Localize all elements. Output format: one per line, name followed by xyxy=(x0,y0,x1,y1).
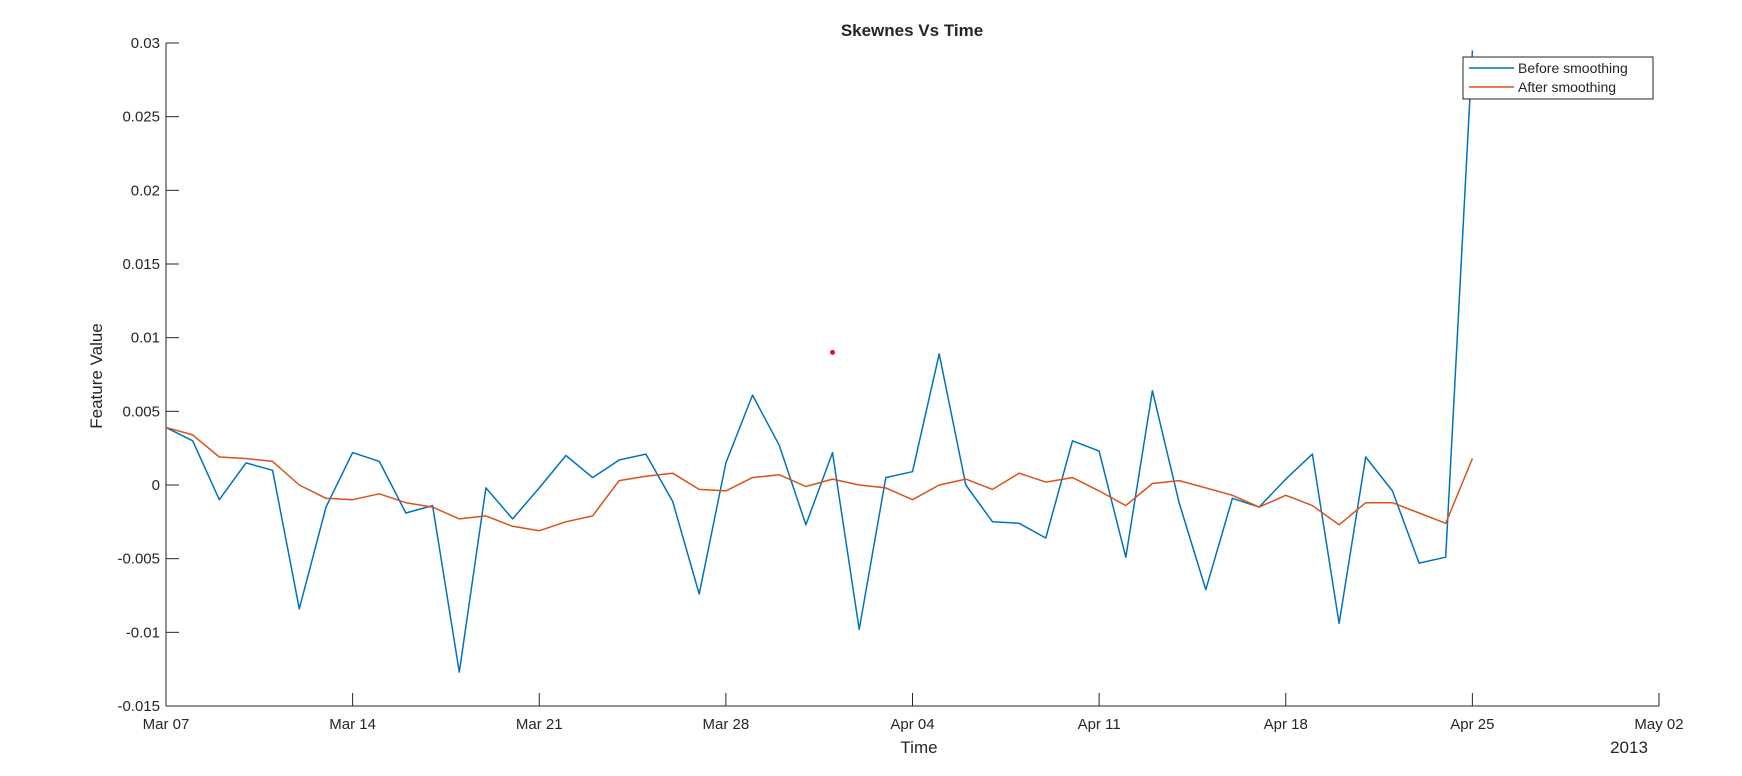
legend-box xyxy=(1462,56,1654,100)
y-tick-label: -0.015 xyxy=(117,698,160,715)
y-tick-label: 0 xyxy=(152,477,160,494)
y-tick-label: 0.01 xyxy=(131,330,160,347)
series-line-before-smoothing xyxy=(166,50,1474,673)
x-tick-label: Mar 28 xyxy=(703,716,750,733)
legend: Before smoothing After smoothing xyxy=(1462,56,1654,100)
x-tick-label: Apr 04 xyxy=(890,716,934,733)
y-axis-label: Feature Value xyxy=(87,323,106,429)
x-tick-label: May 02 xyxy=(1634,716,1683,733)
red-dot-marker xyxy=(830,349,836,355)
y-tick-label: 0.015 xyxy=(122,256,160,273)
y-tick-label: -0.005 xyxy=(117,551,160,568)
x-tick-label: Apr 18 xyxy=(1264,716,1308,733)
plot-axes: 0.03 0.025 0.02 0.015 0.01 0.005 0 -0.005 -0.01 -… xyxy=(117,35,1683,733)
year-label: 2013 xyxy=(1610,738,1648,757)
x-tick-label: Mar 14 xyxy=(329,716,376,733)
chart-title: Skewnes Vs Time xyxy=(841,21,983,40)
series-line-after-smoothing xyxy=(166,426,1474,532)
y-tick-label: 0.02 xyxy=(131,182,160,199)
legend-label-before: Before smoothing xyxy=(1518,60,1628,76)
x-tick-label: Apr 11 xyxy=(1078,716,1121,733)
y-tick-label: -0.01 xyxy=(126,624,160,641)
legend-label-after: After smoothing xyxy=(1518,79,1616,95)
marker-layer xyxy=(830,349,836,355)
x-tick-label: Mar 21 xyxy=(516,716,563,733)
x-tick-label: Apr 25 xyxy=(1450,716,1494,733)
y-tick-label: 0.025 xyxy=(122,109,160,126)
series-layer xyxy=(166,50,1474,673)
y-tick-label: 0.005 xyxy=(122,403,160,420)
x-axis-label: Time xyxy=(900,738,937,757)
x-tick-label: Mar 07 xyxy=(143,716,190,733)
y-tick-label: 0.03 xyxy=(131,35,160,52)
